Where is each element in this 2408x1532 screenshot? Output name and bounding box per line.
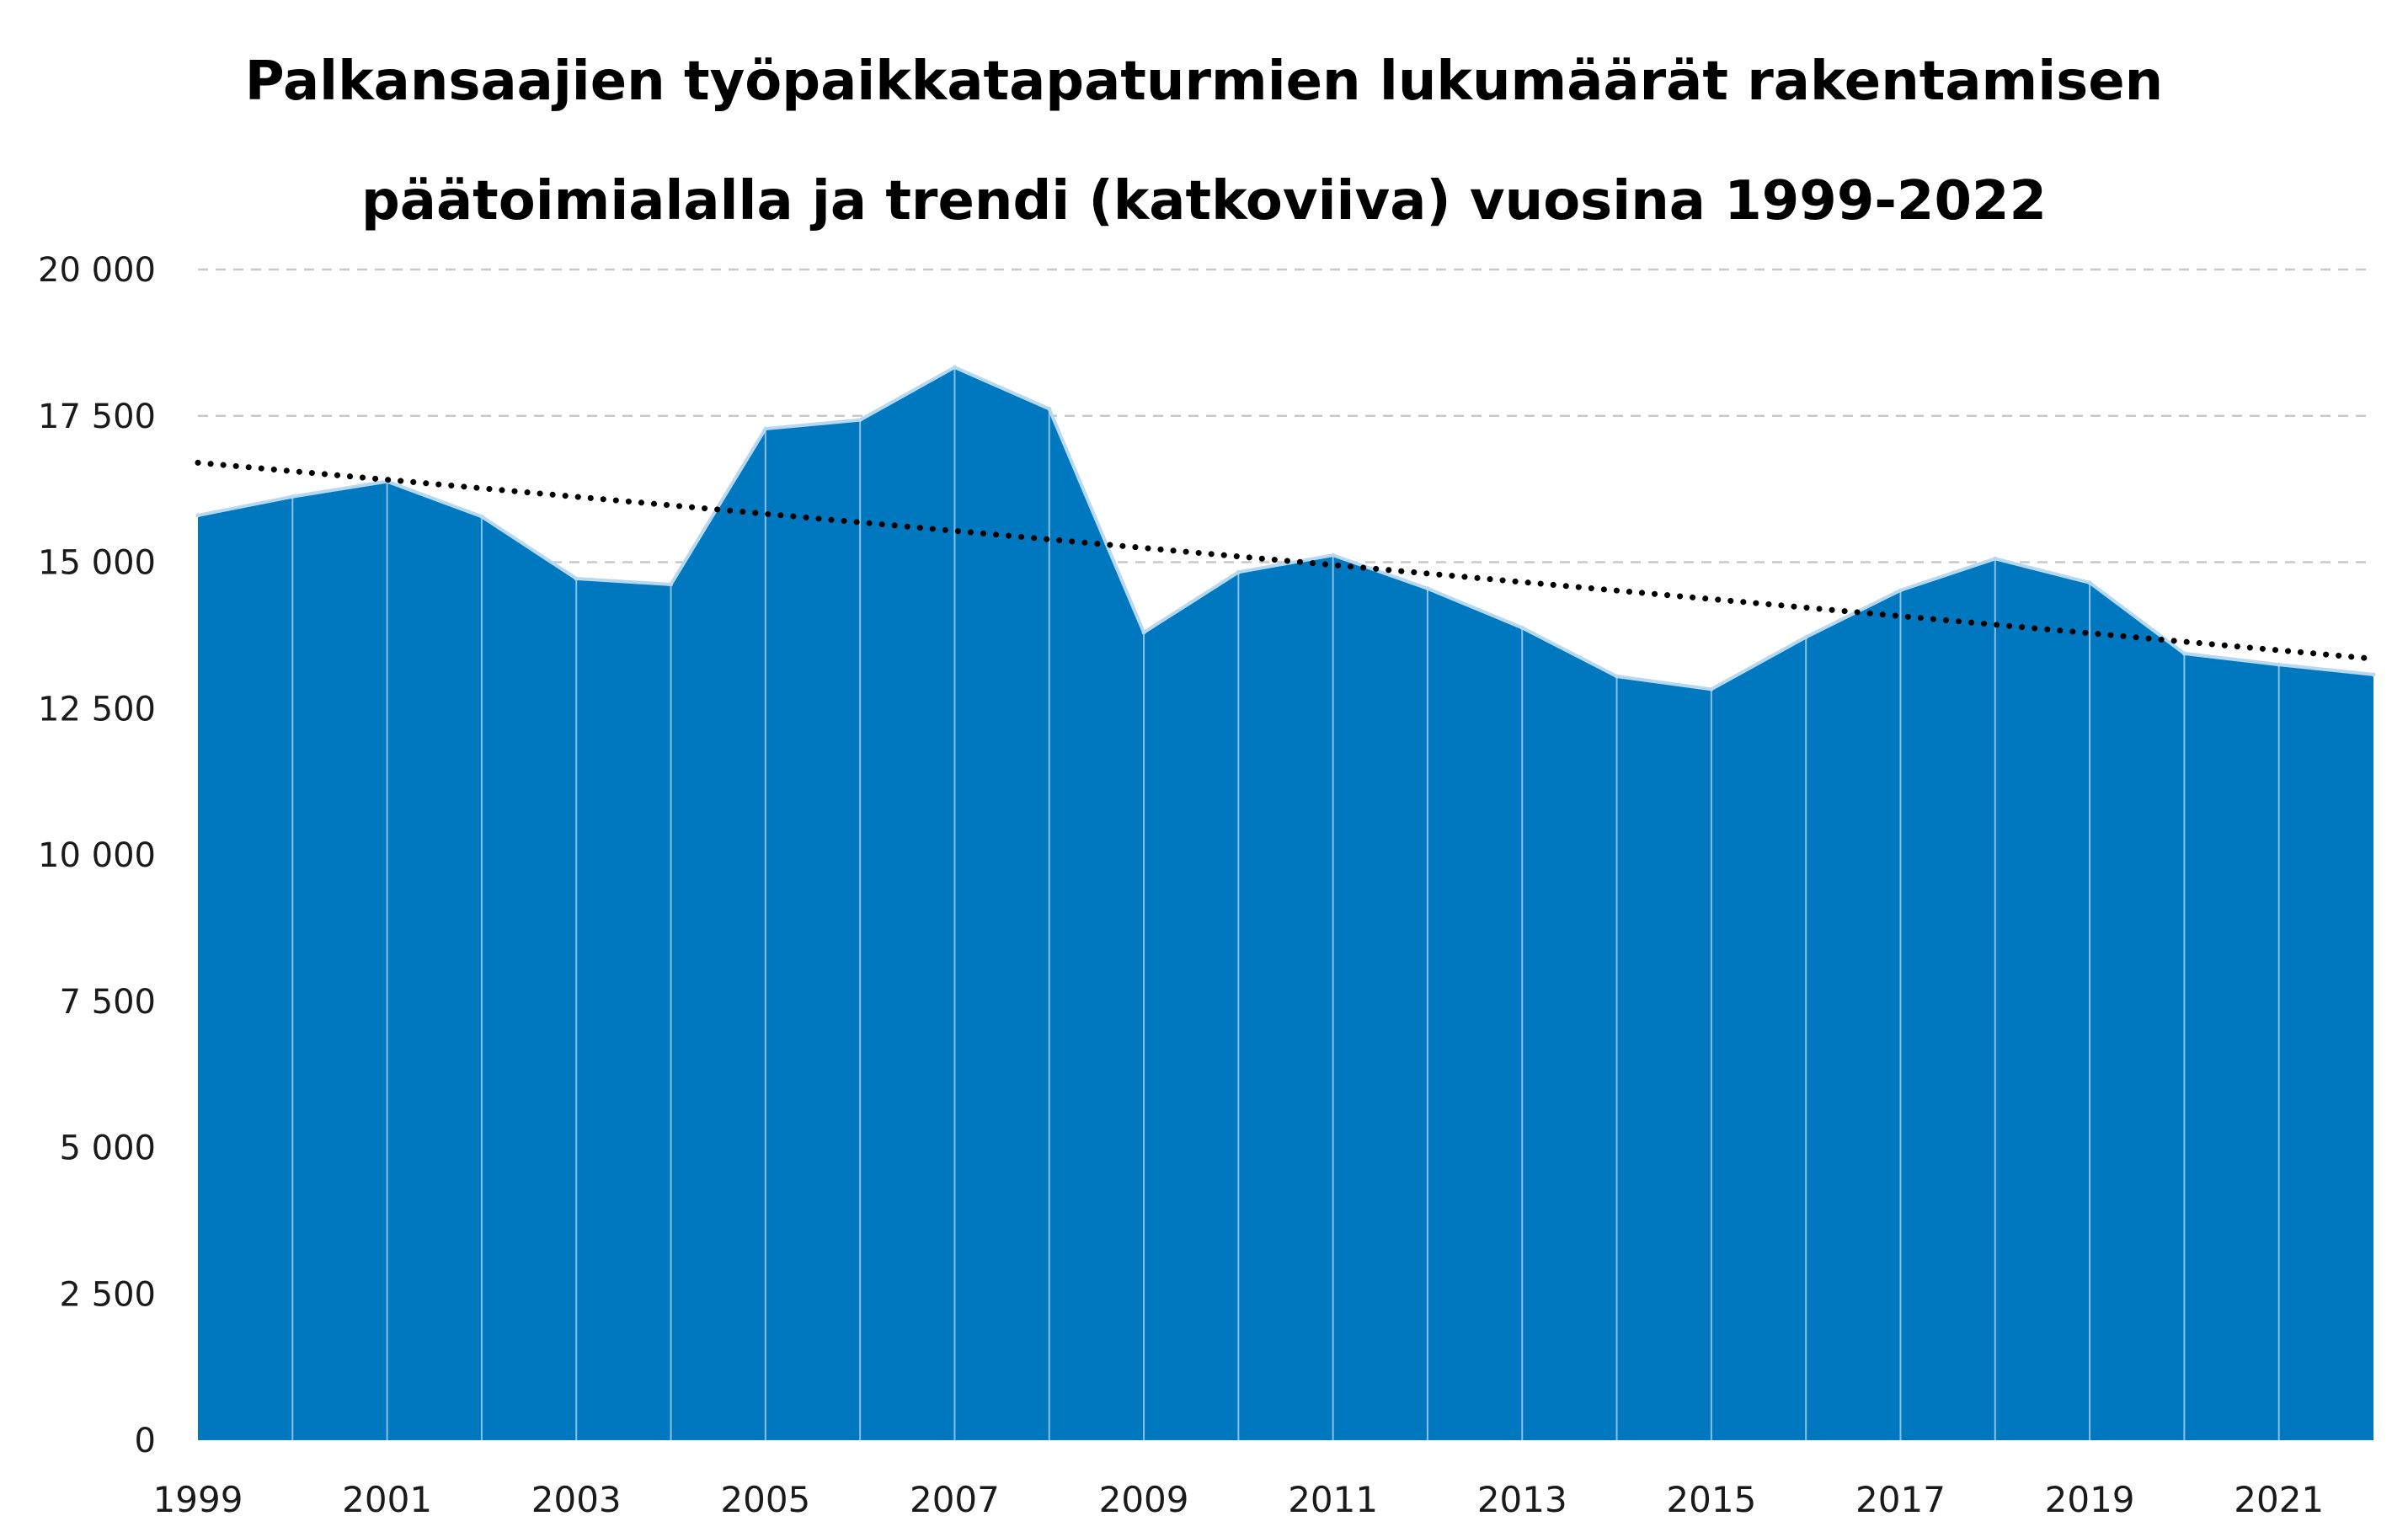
x-tick-label: 2011 bbox=[1288, 1479, 1378, 1520]
data-point bbox=[1615, 674, 1620, 679]
y-tick-label: 17 500 bbox=[38, 398, 156, 436]
x-tick-label: 2013 bbox=[1477, 1479, 1567, 1520]
data-point bbox=[1993, 556, 1998, 561]
x-tick-label: 2007 bbox=[910, 1479, 1000, 1520]
data-point bbox=[1236, 569, 1241, 574]
data-point bbox=[857, 418, 862, 423]
data-point bbox=[952, 365, 957, 370]
data-point bbox=[1141, 630, 1146, 635]
series-area bbox=[198, 367, 2373, 1441]
trend-line bbox=[195, 459, 2377, 662]
data-point bbox=[2371, 672, 2376, 677]
x-tick-label: 2005 bbox=[720, 1479, 810, 1520]
chart-title-line-1: Palkansaajien työpaikkatapaturmien lukum… bbox=[244, 51, 2164, 113]
data-point bbox=[2277, 662, 2282, 667]
x-tick-label: 2001 bbox=[342, 1479, 432, 1520]
data-point bbox=[574, 576, 579, 581]
y-tick-label: 12 500 bbox=[38, 690, 156, 729]
x-tick-label: 2003 bbox=[531, 1479, 622, 1520]
data-point bbox=[763, 426, 768, 431]
y-tick-label: 5 000 bbox=[59, 1129, 156, 1168]
data-point bbox=[1519, 625, 1524, 630]
x-tick-label: 2015 bbox=[1666, 1479, 1756, 1520]
data-point bbox=[290, 494, 295, 499]
y-tick-label: 10 000 bbox=[38, 836, 156, 875]
data-point bbox=[1425, 586, 1430, 591]
chart-title-line-2: päätoimialalla ja trendi (katkoviiva) vu… bbox=[360, 170, 2048, 232]
x-tick-label: 2019 bbox=[2045, 1479, 2135, 1520]
data-point bbox=[195, 513, 200, 518]
y-tick-label: 0 bbox=[135, 1422, 156, 1460]
series-edge-line bbox=[197, 365, 2374, 691]
data-point bbox=[479, 514, 484, 519]
data-point bbox=[1709, 686, 1714, 691]
data-point bbox=[1047, 406, 1052, 411]
data-point bbox=[669, 582, 674, 587]
x-tick-label: 2021 bbox=[2234, 1479, 2324, 1520]
x-tick-label: 2017 bbox=[1855, 1479, 1946, 1520]
y-tick-label: 15 000 bbox=[38, 544, 156, 583]
data-point bbox=[1803, 634, 1808, 639]
data-point bbox=[1898, 588, 1903, 593]
x-tick-label: 1999 bbox=[153, 1479, 243, 1520]
data-point bbox=[1331, 552, 1336, 558]
y-tick-label: 2 500 bbox=[59, 1275, 156, 1314]
y-tick-label: 7 500 bbox=[59, 983, 156, 1022]
data-point bbox=[2087, 580, 2092, 585]
y-tick-label: 20 000 bbox=[38, 251, 156, 290]
data-point bbox=[2181, 651, 2186, 656]
x-tick-label: 2009 bbox=[1099, 1479, 1189, 1520]
